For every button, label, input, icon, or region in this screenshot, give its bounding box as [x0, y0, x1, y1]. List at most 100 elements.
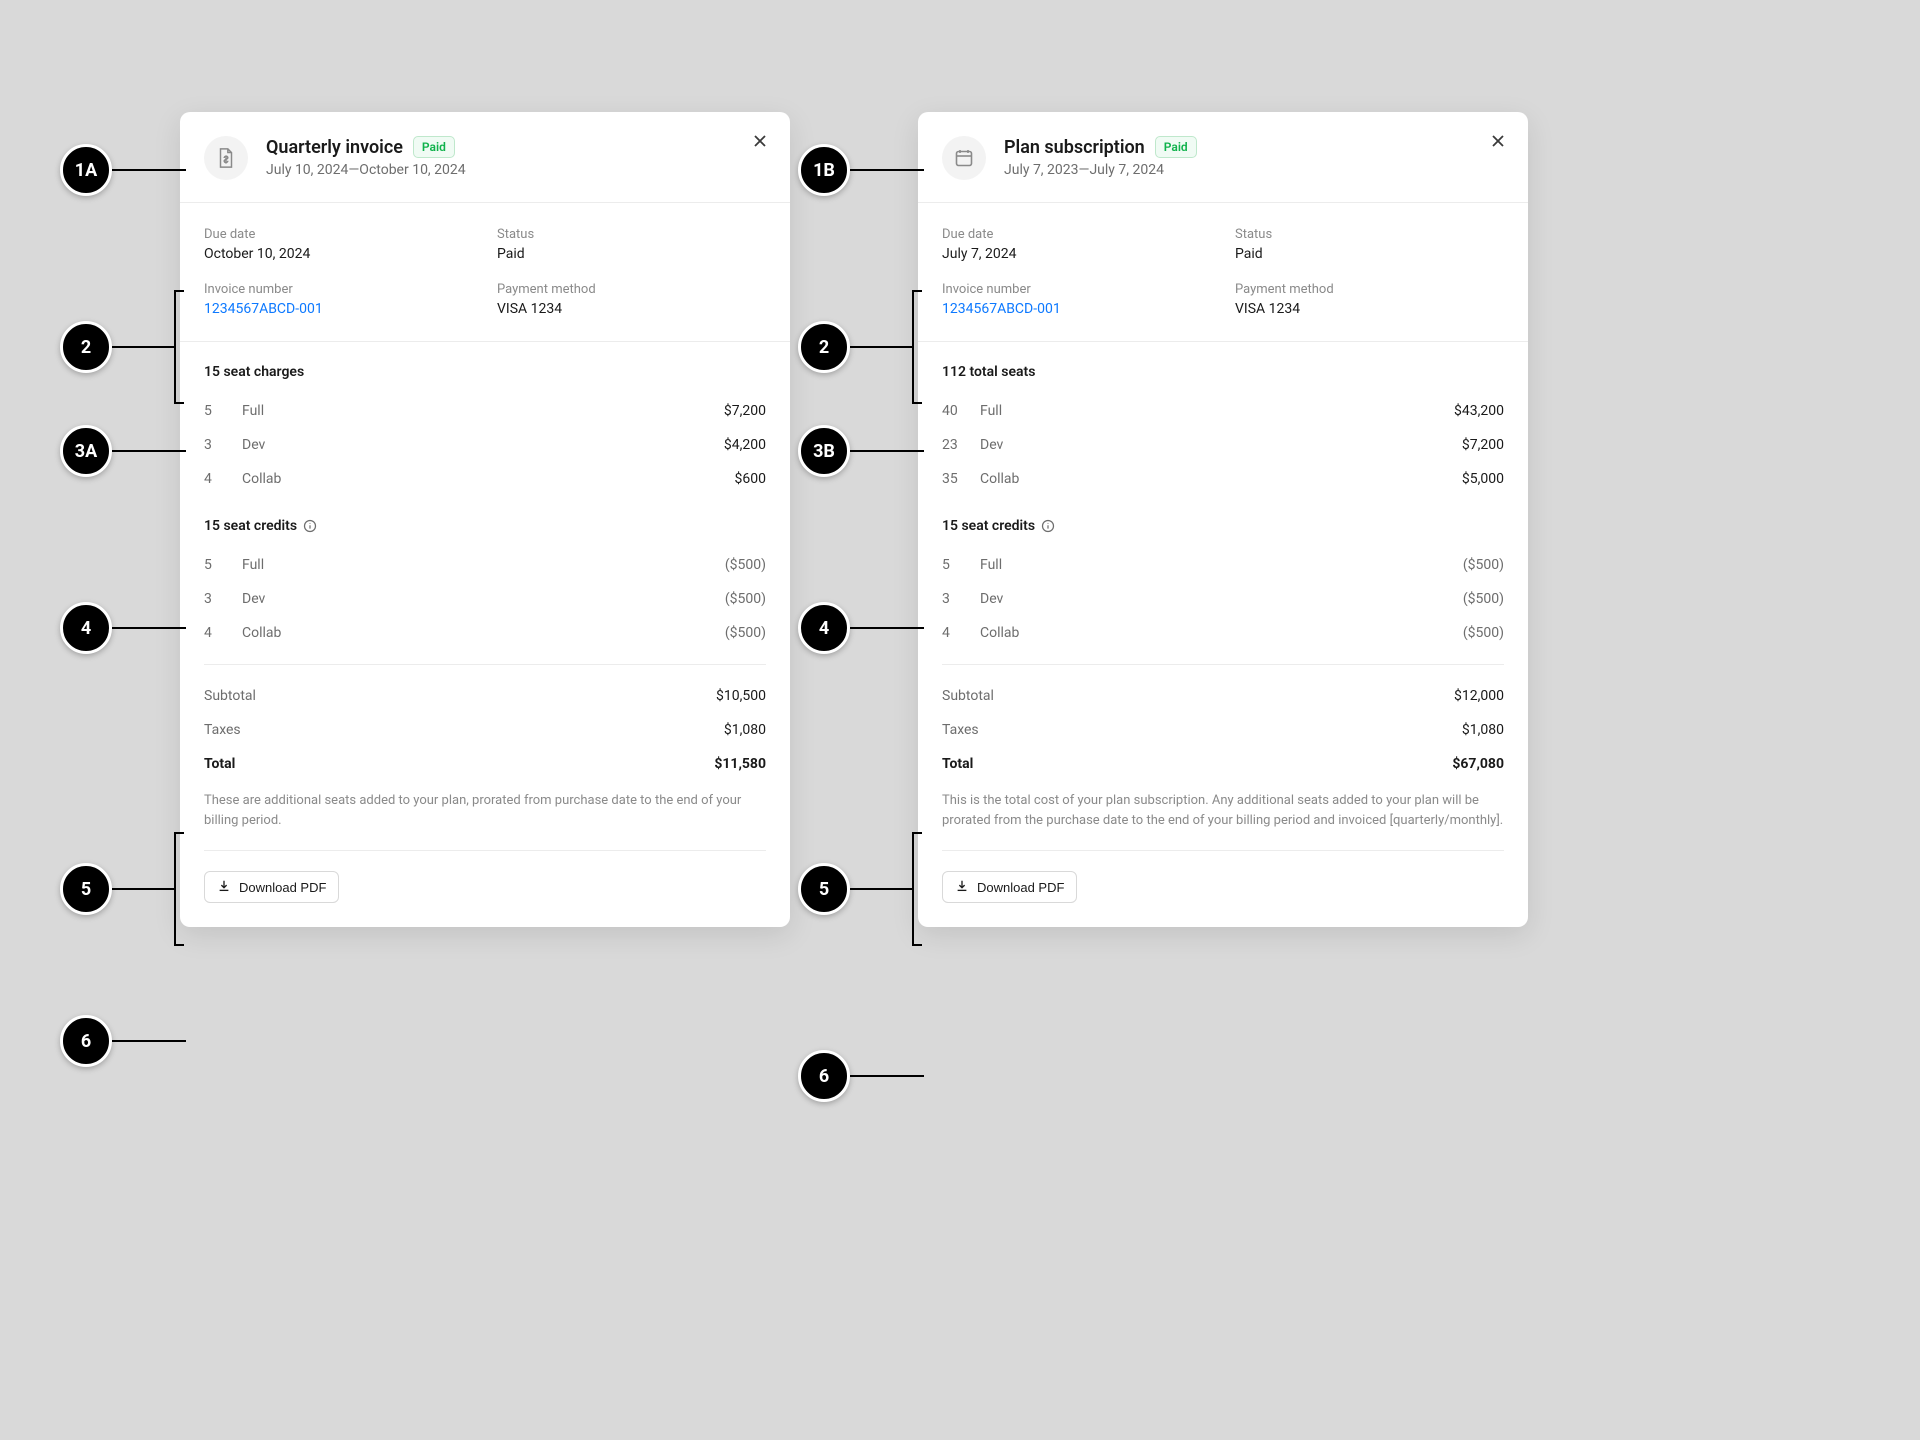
line-amount: ($500): [1463, 625, 1504, 641]
line-amount: $4,200: [724, 437, 766, 453]
annotation-bubble: 5: [60, 863, 112, 915]
line-qty: 3: [204, 437, 230, 453]
line-amount: ($500): [725, 625, 766, 641]
line-qty: 4: [204, 625, 230, 641]
seat-credits-title-text: 15 seat credits: [204, 518, 297, 534]
annotation-4: 4: [798, 602, 924, 654]
line-amount: ($500): [1463, 557, 1504, 573]
line-item: 4Collab $600: [204, 462, 766, 496]
download-pdf-button[interactable]: Download PDF: [204, 871, 339, 903]
close-button[interactable]: [1486, 130, 1510, 154]
annotation-2: 2: [798, 290, 922, 404]
meta-value: October 10, 2024: [204, 246, 473, 262]
annotation-bubble: 1A: [60, 144, 112, 196]
annotation-5: 5: [60, 832, 184, 946]
annotation-bubble: 3A: [60, 425, 112, 477]
invoice-meta: Due date July 7, 2024 Status Paid Invoic…: [918, 203, 1528, 342]
meta-label: Due date: [204, 227, 473, 242]
calendar-icon: [942, 136, 986, 180]
line-item: 4 Collab ($500): [204, 616, 766, 650]
line-item: 40 Full $43,200: [942, 394, 1504, 428]
line-qty: 4: [204, 471, 230, 487]
info-icon[interactable]: [1041, 519, 1055, 533]
invoice-icon: [204, 136, 248, 180]
line-amount: ($500): [725, 591, 766, 607]
line-amount: $43,200: [1454, 403, 1504, 419]
meta-value: VISA 1234: [497, 301, 766, 317]
info-icon[interactable]: [303, 519, 317, 533]
line-qty: 23: [942, 437, 968, 453]
annotation-6: 6: [60, 1015, 186, 1067]
subtotal-value: $10,500: [716, 688, 766, 704]
meta-due-date: Due date October 10, 2024: [204, 227, 473, 262]
seat-credits-title: 15 seat credits: [204, 518, 766, 534]
close-icon: [752, 133, 768, 152]
seat-credits-list: 5Full ($500) 3Dev ($500) 4Collab ($500): [942, 548, 1504, 650]
total-value: $67,080: [1452, 756, 1504, 772]
annotation-bubble: 3B: [798, 425, 850, 477]
meta-due-date: Due date July 7, 2024: [942, 227, 1211, 262]
page-title: Quarterly invoice: [266, 137, 403, 158]
line-name: Dev: [980, 591, 1003, 607]
meta-value: July 7, 2024: [942, 246, 1211, 262]
line-name: Full: [242, 403, 264, 419]
seat-charges-list: 5Full $7,200 3Dev $4,200 4Collab $600: [204, 394, 766, 496]
annotation-bubble: 4: [60, 602, 112, 654]
divider: [942, 850, 1504, 851]
status-badge: Paid: [1155, 136, 1197, 158]
line-item: 5Full $7,200: [204, 394, 766, 428]
close-button[interactable]: [748, 130, 772, 154]
total-label: Total: [204, 756, 235, 772]
annotation-6: 6: [798, 1050, 924, 1102]
meta-status: Status Paid: [1235, 227, 1504, 262]
annotation-5: 5: [798, 832, 922, 946]
line-item: 23Dev $7,200: [942, 428, 1504, 462]
meta-label: Status: [497, 227, 766, 242]
invoice-number-link[interactable]: 1234567ABCD-001: [204, 301, 473, 317]
download-icon: [217, 879, 231, 896]
meta-payment-method: Payment method VISA 1234: [497, 282, 766, 317]
line-name: Dev: [980, 437, 1003, 453]
line-item: 5Full ($500): [942, 548, 1504, 582]
seat-charges-title: 15 seat charges: [204, 364, 766, 380]
line-name: Collab: [980, 471, 1019, 487]
meta-value: Paid: [1235, 246, 1504, 262]
annotation-bubble: 2: [60, 321, 112, 373]
total-seats-title: 112 total seats: [942, 364, 1504, 380]
annotation-bubble: 6: [798, 1050, 850, 1102]
divider: [942, 664, 1504, 665]
meta-label: Payment method: [1235, 282, 1504, 297]
taxes-row: Taxes $1,080: [204, 713, 766, 747]
total-value: $11,580: [714, 756, 766, 772]
line-qty: 5: [204, 403, 230, 419]
meta-label: Status: [1235, 227, 1504, 242]
date-range: July 7, 2023—July 7, 2024: [1004, 162, 1197, 178]
subtotal-label: Subtotal: [204, 688, 256, 704]
line-name: Collab: [242, 625, 281, 641]
line-name: Full: [980, 403, 1002, 419]
footnote: This is the total cost of your plan subs…: [942, 791, 1504, 830]
meta-value: Paid: [497, 246, 766, 262]
totals: Subtotal $10,500 Taxes $1,080 Total $11,…: [204, 679, 766, 781]
annotation-2: 2: [60, 290, 184, 404]
seat-credits-title: 15 seat credits: [942, 518, 1504, 534]
meta-invoice-number: Invoice number 1234567ABCD-001: [942, 282, 1211, 317]
divider: [204, 664, 766, 665]
subtotal-label: Subtotal: [942, 688, 994, 704]
footnote: These are additional seats added to your…: [204, 791, 766, 830]
line-name: Dev: [242, 591, 265, 607]
download-icon: [955, 879, 969, 896]
invoice-meta: Due date October 10, 2024 Status Paid In…: [180, 203, 790, 342]
invoice-number-link[interactable]: 1234567ABCD-001: [942, 301, 1211, 317]
meta-label: Due date: [942, 227, 1211, 242]
download-pdf-button[interactable]: Download PDF: [942, 871, 1077, 903]
line-qty: 40: [942, 403, 968, 419]
meta-label: Payment method: [497, 282, 766, 297]
line-qty: 3: [204, 591, 230, 607]
meta-label: Invoice number: [942, 282, 1211, 297]
annotation-3a: 3A: [60, 425, 186, 477]
meta-invoice-number: Invoice number 1234567ABCD-001: [204, 282, 473, 317]
seat-credits-title-text: 15 seat credits: [942, 518, 1035, 534]
annotation-bubble: 6: [60, 1015, 112, 1067]
line-name: Full: [980, 557, 1002, 573]
